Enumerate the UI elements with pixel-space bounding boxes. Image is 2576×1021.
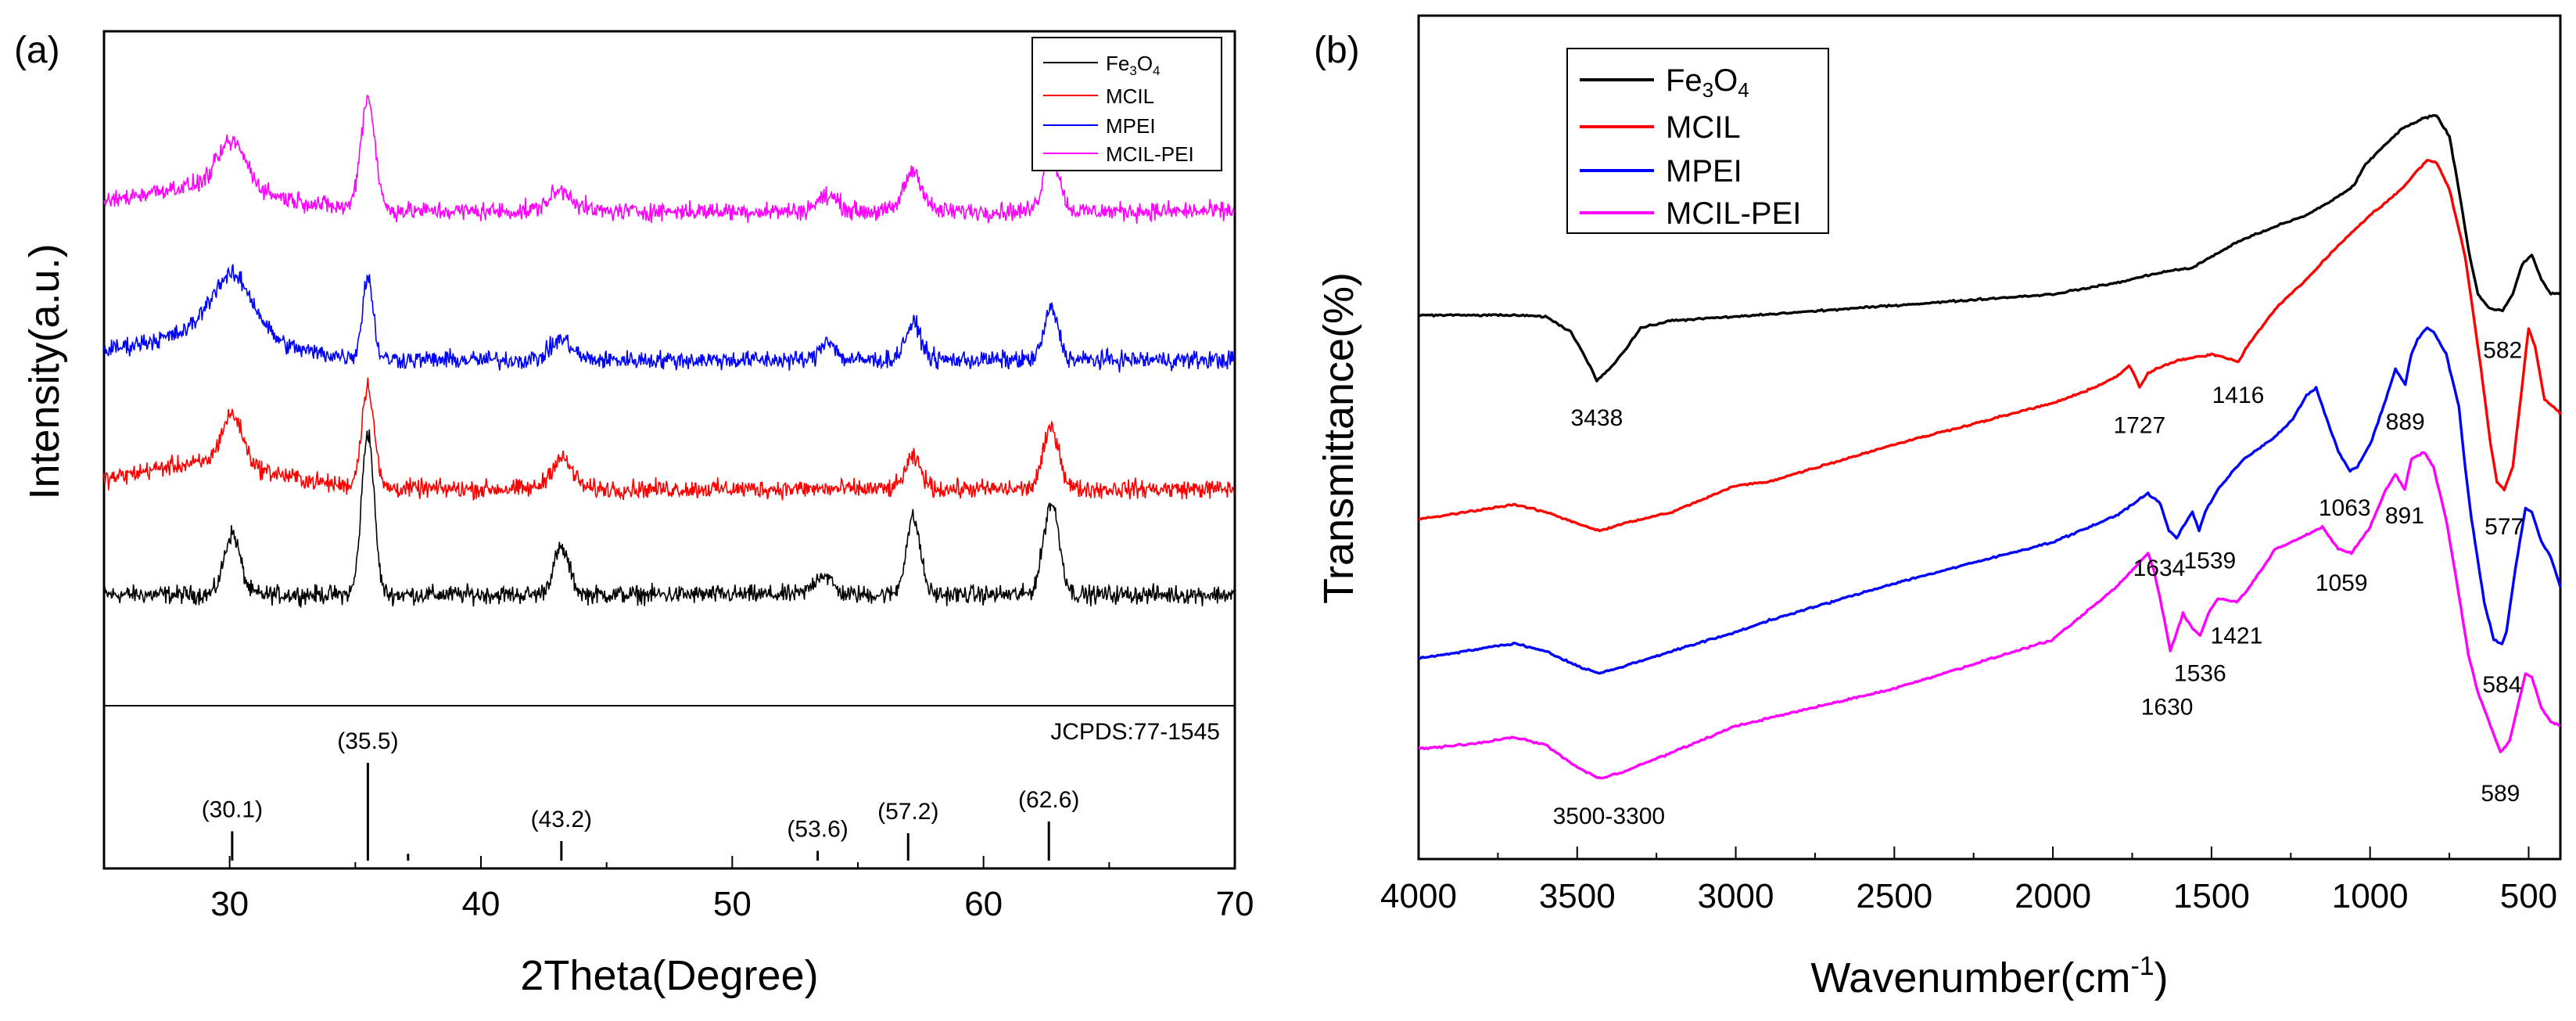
peak-label: 584 <box>2482 672 2521 698</box>
x-tick-label: 3000 <box>1698 877 1774 915</box>
xrd-x-axis-label: 2Theta(Degree) <box>520 952 818 999</box>
legend-b-text-fe3o4: Fe3O4 <box>1666 63 1749 102</box>
xrd-plot-frame <box>102 30 1236 870</box>
legend-a-text-fe3o4: Fe3O4 <box>1106 52 1161 78</box>
x-tick-label: 2500 <box>1856 877 1932 915</box>
xrd-curves <box>103 95 1235 608</box>
peak-label: 1539 <box>2183 548 2236 573</box>
peak-label: 3438 <box>1571 405 1623 431</box>
xrd-x-axis: 30 40 50 60 70 <box>103 856 1254 923</box>
xrd-y-axis-label: Intensity(a.u.) <box>21 243 68 499</box>
peak-label: 1059 <box>2316 570 2368 596</box>
peak-label: 577 <box>2485 514 2524 540</box>
jcpds-label: JCPDS:77-1545 <box>1050 719 1220 745</box>
legend-b-text-mcil-pei: MCIL-PEI <box>1666 196 1801 231</box>
panel-b-label: (b) <box>1314 30 1360 71</box>
x-tick-label: 30 <box>210 885 249 923</box>
xrd-series-fe3o4 <box>103 429 1235 608</box>
reference-line-label: (62.6) <box>1018 787 1079 813</box>
legend-a-text-mcil: MCIL <box>1106 84 1154 108</box>
peak-label: 1416 <box>2212 383 2265 408</box>
peak-label: 889 <box>2386 409 2425 435</box>
xrd-panel: (a) (30.1) (35.5) (43.2) (53.6) (57.2) (62.6)… <box>14 30 1254 999</box>
x-tick-label: 2000 <box>2015 877 2091 915</box>
ftir-y-axis-label: Transmittance(%) <box>1315 272 1362 604</box>
ftir-series-mpei <box>1418 326 2562 675</box>
x-tick-label: 50 <box>713 885 752 923</box>
xrd-reference-pattern: (30.1) (35.5) (43.2) (53.6) (57.2) (62.6) <box>202 728 1079 861</box>
x-tick-label: 3500 <box>1539 877 1616 915</box>
x-tick-label: 1500 <box>2173 877 2250 915</box>
ftir-series-mcil-pei <box>1419 451 2561 780</box>
reference-line-label: (43.2) <box>531 807 592 832</box>
peak-label: 1630 <box>2141 695 2194 721</box>
legend-a-text-mcil-pei: MCIL-PEI <box>1106 142 1194 166</box>
peak-label: 1421 <box>2211 623 2263 649</box>
reference-line-label: (53.6) <box>787 817 848 843</box>
xrd-legend: Fe3O4 MCIL MPEI MCIL-PEI <box>1031 37 1222 171</box>
x-tick-label: 70 <box>1216 885 1254 923</box>
peak-label: 1727 <box>2113 413 2165 439</box>
legend-b-text-mpei: MPEI <box>1666 154 1742 189</box>
x-tick-label: 500 <box>2500 877 2557 915</box>
x-tick-label: 60 <box>964 885 1003 923</box>
xrd-legend-box <box>1031 37 1222 171</box>
reference-line-label: (57.2) <box>877 799 938 825</box>
xrd-series-mcil <box>103 377 1235 502</box>
peak-label: 589 <box>2481 781 2520 807</box>
peak-label: 1063 <box>2319 495 2371 521</box>
reference-line-label: (35.5) <box>337 728 398 754</box>
ftir-series-fe3o4 <box>1418 113 2561 383</box>
x-tick-label: 4000 <box>1380 877 1457 915</box>
ftir-x-axis-label: Wavenumber(cm-1) <box>1810 951 2168 1001</box>
legend-b-text-mcil: MCIL <box>1666 110 1741 145</box>
ftir-curves <box>1418 113 2562 780</box>
peak-label: 1536 <box>2174 660 2226 686</box>
peak-label: 3500-3300 <box>1553 803 1665 829</box>
panel-a-label: (a) <box>14 30 60 71</box>
ftir-x-axis: 4000 3500 3000 2500 2000 1500 1000 500 <box>1380 847 2557 915</box>
peak-label: 1634 <box>2133 555 2186 581</box>
legend-a-text-mpei: MPEI <box>1106 114 1156 138</box>
reference-line-label: (30.1) <box>202 797 263 823</box>
ftir-series-mcil <box>1418 159 2562 533</box>
x-tick-label: 40 <box>462 885 500 923</box>
ftir-legend: Fe3O4 MCIL MPEI MCIL-PEI <box>1566 48 1829 234</box>
peak-label: 582 <box>2483 338 2522 364</box>
xrd-series-mpei <box>103 264 1235 373</box>
ftir-plot-frame <box>1417 14 2562 861</box>
x-tick-label: 1000 <box>2332 877 2409 915</box>
peak-label: 891 <box>2385 503 2424 529</box>
